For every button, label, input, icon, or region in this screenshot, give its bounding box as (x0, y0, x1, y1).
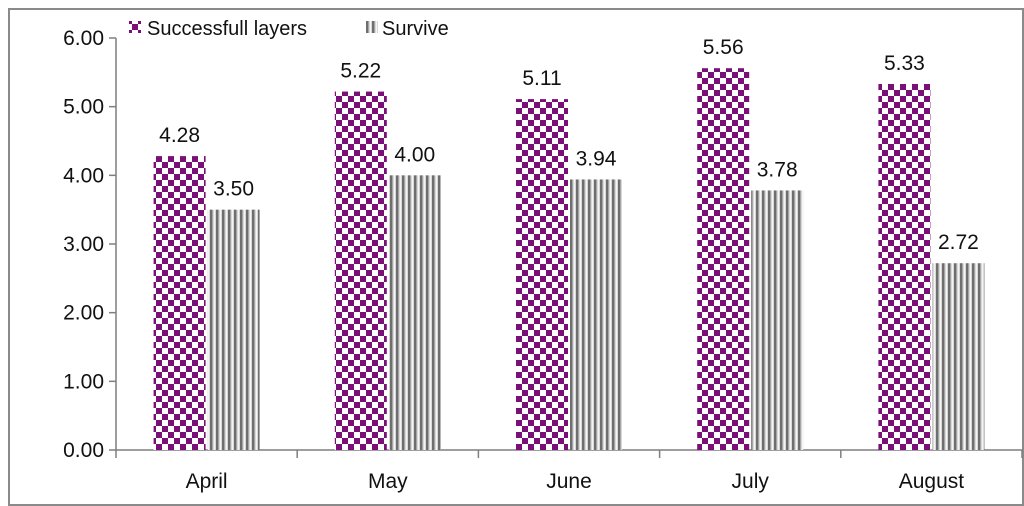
y-tick-label: 2.00 (63, 302, 104, 325)
legend-label-survive: Survive (382, 18, 449, 40)
bar-survive (751, 190, 804, 450)
x-axis-ticks: April May June July August (115, 450, 1023, 493)
data-labels: 4.28 3.50 5.22 4.00 5.11 3.94 5.56 3.78 5.33 2.72 (159, 36, 979, 254)
data-label: 5.33 (884, 52, 925, 75)
legend-swatch-successfull-layers (129, 21, 141, 33)
y-axis-ticks: 0.00 1.00 2.00 3.00 4.00 5.00 6.00 (63, 27, 116, 462)
x-tick-label: May (368, 470, 408, 493)
data-label: 3.50 (213, 178, 254, 201)
y-tick-label: 5.00 (63, 96, 104, 119)
bar-survive (570, 179, 622, 450)
legend-swatch-survive (366, 21, 378, 33)
x-tick-label: June (546, 470, 592, 493)
data-label: 4.00 (394, 143, 435, 166)
data-label: 3.94 (576, 147, 617, 170)
bar-successfull-layers (878, 84, 931, 451)
bar-survive (207, 209, 260, 450)
y-tick-label: 0.00 (63, 439, 104, 462)
x-tick-label: August (899, 470, 965, 493)
x-tick-label: July (732, 470, 770, 493)
y-tick-label: 3.00 (63, 233, 104, 256)
chart-border (8, 8, 1024, 506)
bar-successfull-layers (516, 99, 568, 450)
bar-survive (388, 175, 441, 451)
bar-successfull-layers (153, 156, 206, 450)
x-tick-label: April (186, 470, 228, 493)
bar-successfull-layers (697, 68, 750, 451)
data-label: 4.28 (159, 124, 200, 147)
legend: Successfull layers Survive (129, 18, 449, 40)
bar-survive (932, 263, 985, 450)
data-label: 5.22 (340, 60, 381, 83)
data-label: 3.78 (757, 158, 798, 181)
y-tick-label: 4.00 (63, 164, 104, 187)
data-label: 5.56 (703, 36, 744, 59)
y-tick-label: 6.00 (63, 27, 104, 50)
data-label: 2.72 (938, 231, 979, 254)
bar-successfull-layers (334, 91, 387, 450)
y-tick-label: 1.00 (63, 370, 104, 393)
data-label: 5.11 (522, 67, 561, 90)
bars (153, 68, 985, 451)
legend-label-successfull-layers: Successfull layers (147, 18, 307, 40)
